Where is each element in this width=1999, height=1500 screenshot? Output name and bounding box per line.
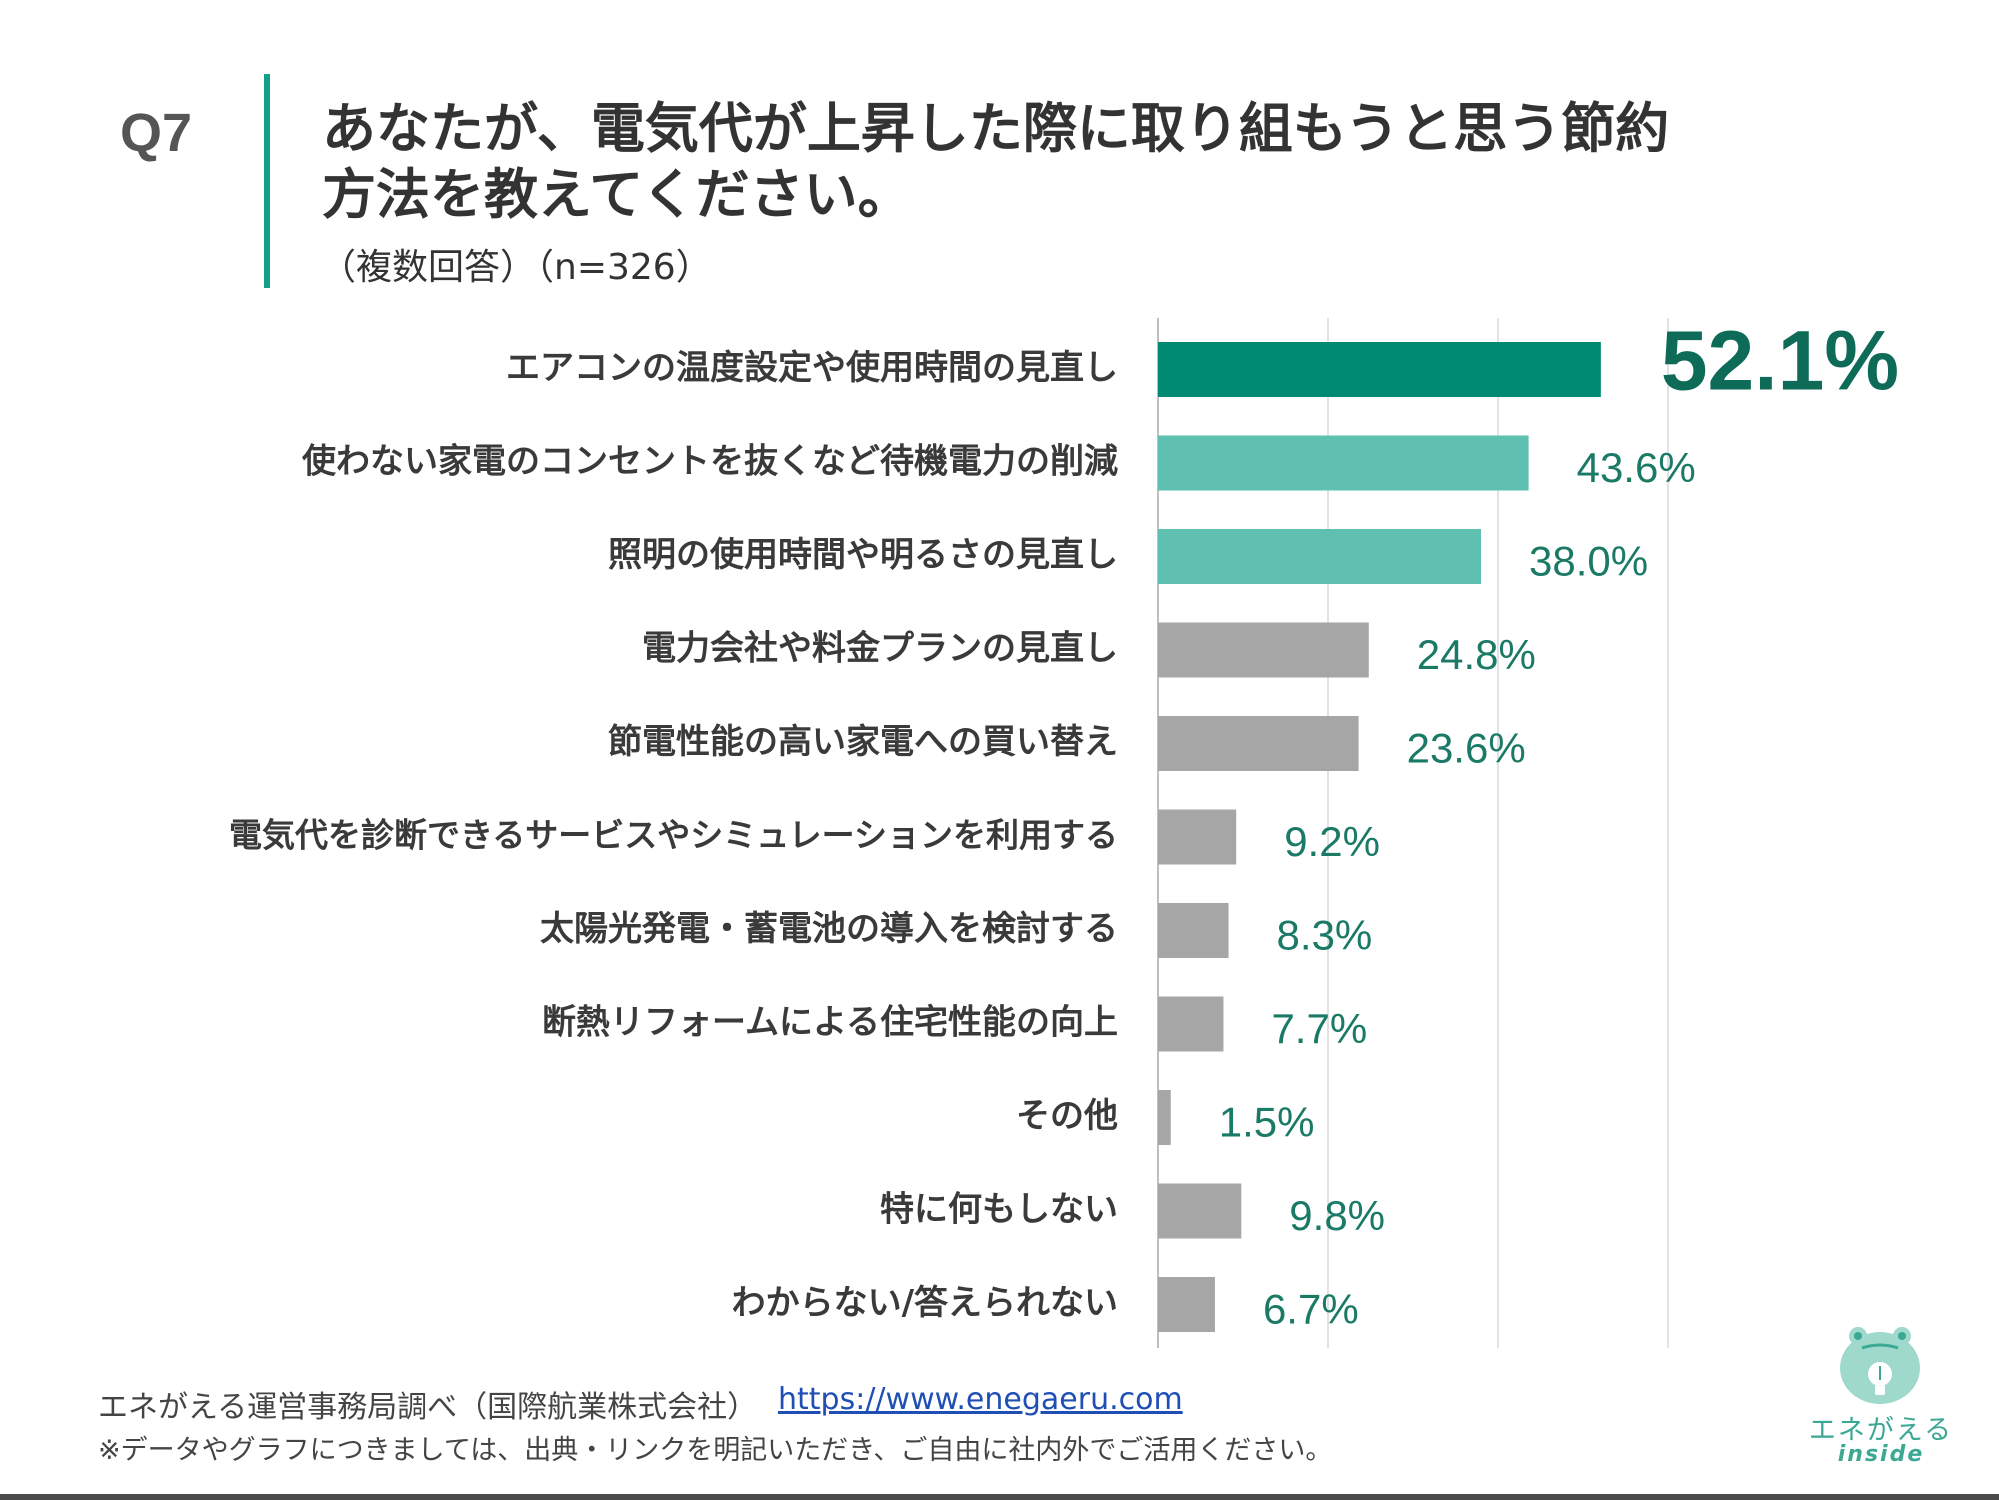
question-label: Q7 (120, 103, 193, 163)
page-subtitle: （複数回答）（n=326） (320, 247, 712, 288)
enegaeru-logo-icon (1840, 1327, 1920, 1404)
category-label: 電力会社や料金プランの見直し (642, 629, 1118, 669)
category-label: 断熱リフォームによる住宅性能の向上 (542, 1003, 1118, 1043)
data-label: 8.3% (1277, 912, 1373, 959)
bar (1158, 342, 1601, 397)
bar (1158, 903, 1229, 958)
data-label: 6.7% (1263, 1286, 1359, 1333)
bar (1158, 622, 1369, 678)
data-label: 43.6% (1577, 444, 1696, 491)
category-label: その他 (1016, 1096, 1118, 1136)
bar (1158, 435, 1529, 491)
footer-note: ※データやグラフにつきましては、出典・リンクを明記いただき、ご自由に社内外でご活… (98, 1435, 1333, 1466)
bar (1158, 809, 1237, 865)
data-label: 7.7% (1271, 1005, 1367, 1052)
bar (1158, 1183, 1242, 1239)
category-label: 電気代を診断できるサービスやシミュレーションを利用する (229, 816, 1118, 855)
bar (1158, 1090, 1171, 1145)
category-label: 節電性能の高い家電への買い替え (608, 722, 1118, 762)
title-accent-rule (264, 74, 270, 288)
category-label: わからない/答えられない (732, 1283, 1118, 1323)
data-label: 9.2% (1284, 818, 1380, 865)
data-label: 24.8% (1417, 631, 1536, 678)
footer-source: エネがえる運営事務局調べ（国際航業株式会社） (98, 1390, 758, 1425)
data-label: 38.0% (1529, 538, 1648, 585)
data-label: 23.6% (1407, 725, 1526, 772)
bar (1158, 1277, 1215, 1332)
category-label: エアコンの温度設定や使用時間の見直し (506, 348, 1118, 388)
data-label: 9.8% (1289, 1192, 1385, 1239)
footer-link[interactable]: https://www.enegaeru.com (778, 1382, 1183, 1417)
data-label: 52.1% (1661, 314, 1899, 408)
category-label: 照明の使用時間や明るさの見直し (608, 535, 1118, 575)
logo-text: エネがえる (1808, 1415, 1954, 1446)
category-label: 太陽光発電・蓄電池の導入を検討する (540, 909, 1118, 949)
bar (1158, 529, 1481, 584)
bar (1158, 716, 1359, 771)
bar-chart: エアコンの温度設定や使用時間の見直し 52.1% 使わない家電のコンセントを抜くなど… (229, 314, 1899, 1348)
bar (1158, 996, 1224, 1052)
category-label: 使わない家電のコンセントを抜くなど待機電力の削減 (301, 442, 1118, 482)
logo-subtext: inside (1837, 1442, 1925, 1467)
data-label: 1.5% (1219, 1099, 1315, 1146)
category-label: 特に何もしない (880, 1190, 1118, 1230)
page-title: あなたが、電気代が上昇した際に取り組もうと思う節約方法を教えてください。 (322, 97, 1670, 226)
bottom-border (0, 1494, 1999, 1500)
